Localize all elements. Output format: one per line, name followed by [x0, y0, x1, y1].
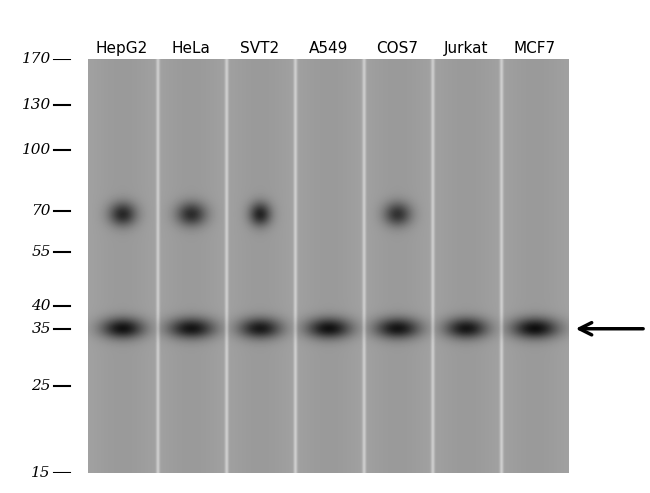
Text: 55: 55 — [31, 245, 51, 259]
Text: 15: 15 — [31, 466, 51, 480]
Text: SVT2: SVT2 — [240, 41, 279, 56]
Text: 35: 35 — [31, 322, 51, 336]
Text: 130: 130 — [21, 98, 51, 112]
Text: 40: 40 — [31, 299, 51, 313]
Text: HeLa: HeLa — [172, 41, 210, 56]
Text: COS7: COS7 — [376, 41, 418, 56]
Text: MCF7: MCF7 — [514, 41, 556, 56]
Text: 25: 25 — [31, 379, 51, 393]
Text: HepG2: HepG2 — [96, 41, 148, 56]
Text: 170: 170 — [21, 52, 51, 66]
Text: 100: 100 — [21, 142, 51, 157]
Text: 70: 70 — [31, 204, 51, 217]
Text: A549: A549 — [309, 41, 348, 56]
Text: Jurkat: Jurkat — [443, 41, 488, 56]
